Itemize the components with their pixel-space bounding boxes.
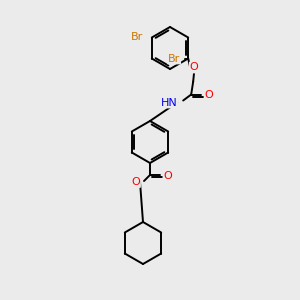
- Text: HN: HN: [160, 98, 177, 107]
- Text: Br: Br: [130, 32, 143, 41]
- Text: Br: Br: [168, 53, 180, 64]
- Text: O: O: [164, 171, 172, 181]
- Text: O: O: [205, 91, 214, 100]
- Text: O: O: [131, 177, 140, 187]
- Text: O: O: [190, 62, 199, 73]
